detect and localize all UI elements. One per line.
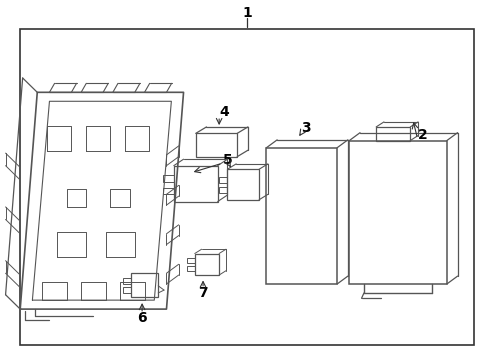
Text: 4: 4	[219, 105, 228, 119]
Bar	[163, 175, 173, 182]
Bar	[218, 177, 227, 183]
Bar	[20, 30, 473, 345]
Bar	[187, 266, 194, 271]
Bar	[187, 258, 194, 263]
Text: 7: 7	[198, 286, 207, 300]
Bar	[194, 253, 219, 275]
Bar	[227, 169, 259, 200]
Text: 3: 3	[300, 121, 309, 135]
Bar	[163, 188, 173, 194]
Text: 2: 2	[417, 128, 427, 142]
Bar	[375, 127, 409, 140]
Text: 5: 5	[222, 153, 232, 167]
Bar	[173, 166, 217, 202]
Text: 6: 6	[137, 311, 146, 325]
Bar	[131, 273, 158, 297]
Bar	[218, 187, 227, 193]
Bar	[195, 134, 237, 157]
Bar	[348, 140, 446, 284]
Bar	[122, 287, 131, 293]
Text: 1: 1	[242, 6, 251, 20]
Bar	[266, 148, 336, 284]
Bar	[122, 278, 131, 284]
